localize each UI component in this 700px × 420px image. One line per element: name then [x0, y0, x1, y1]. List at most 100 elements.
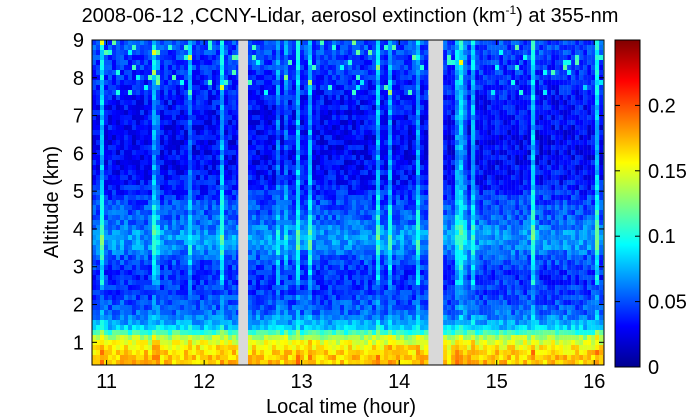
heatmap-cell	[172, 180, 176, 185]
heatmap-cell	[108, 75, 112, 80]
heatmap-cell	[328, 80, 332, 85]
heatmap-cell	[140, 350, 144, 355]
heatmap-cell	[204, 80, 208, 85]
heatmap-cell	[248, 240, 252, 245]
heatmap-cell	[148, 75, 152, 80]
heatmap-cell	[228, 140, 232, 145]
heatmap-cell	[100, 165, 104, 170]
heatmap-cell	[404, 65, 408, 70]
heatmap-cell	[388, 335, 392, 340]
heatmap-cell	[372, 180, 376, 185]
heatmap-cell	[332, 335, 336, 340]
heatmap-cell	[172, 325, 176, 330]
heatmap-cell	[108, 215, 112, 220]
heatmap-cell	[248, 195, 252, 200]
heatmap-cell	[204, 190, 208, 195]
heatmap-cell	[128, 125, 132, 130]
heatmap-cell	[100, 300, 104, 305]
heatmap-cell	[104, 40, 108, 45]
heatmap-cell	[320, 40, 324, 45]
heatmap-cell	[280, 140, 284, 145]
heatmap-cell	[128, 170, 132, 175]
heatmap-cell	[380, 80, 384, 85]
heatmap-cell	[188, 340, 192, 345]
heatmap-cell	[212, 325, 216, 330]
heatmap-cell	[112, 290, 116, 295]
heatmap-cell	[304, 145, 308, 150]
heatmap-cell	[320, 95, 324, 100]
heatmap-cell	[140, 240, 144, 245]
heatmap-cell	[340, 100, 344, 105]
heatmap-cell	[356, 355, 360, 360]
heatmap-cell	[144, 315, 148, 320]
heatmap-cell	[320, 190, 324, 195]
heatmap-cell	[156, 185, 160, 190]
heatmap-cell	[140, 335, 144, 340]
heatmap-cell	[228, 195, 232, 200]
heatmap-cell	[284, 220, 288, 225]
heatmap-cell	[372, 330, 376, 335]
heatmap-cell	[324, 120, 328, 125]
heatmap-cell	[212, 160, 216, 165]
heatmap-cell	[368, 330, 372, 335]
heatmap-cell	[336, 310, 340, 315]
heatmap-cell	[332, 170, 336, 175]
heatmap-cell	[164, 255, 168, 260]
heatmap-cell	[328, 355, 332, 360]
heatmap-cell	[324, 170, 328, 175]
heatmap-cell	[120, 355, 124, 360]
heatmap-cell	[400, 245, 404, 250]
heatmap-cell	[96, 180, 100, 185]
heatmap-cell	[128, 240, 132, 245]
heatmap-cell	[280, 245, 284, 250]
heatmap-cell	[248, 125, 252, 130]
heatmap-cell	[392, 45, 396, 50]
heatmap-cell	[224, 220, 228, 225]
heatmap-cell	[360, 140, 364, 145]
heatmap-cell	[356, 320, 360, 325]
heatmap-cell	[320, 340, 324, 345]
heatmap-cell	[300, 345, 304, 350]
heatmap-cell	[272, 155, 276, 160]
heatmap-cell	[364, 290, 368, 295]
heatmap-cell	[120, 70, 124, 75]
heatmap-cell	[236, 195, 239, 200]
heatmap-cell	[172, 245, 176, 250]
heatmap-cell	[172, 230, 176, 235]
heatmap-cell	[100, 70, 104, 75]
heatmap-cell	[328, 125, 332, 130]
heatmap-cell	[392, 160, 396, 165]
heatmap-cell	[392, 350, 396, 355]
heatmap-cell	[372, 335, 376, 340]
heatmap-cell	[196, 145, 200, 150]
heatmap-cell	[132, 180, 136, 185]
heatmap-cell	[140, 165, 144, 170]
heatmap-cell	[308, 105, 312, 110]
heatmap-cell	[376, 355, 380, 360]
heatmap-cell	[136, 190, 140, 195]
heatmap-cell	[320, 120, 324, 125]
heatmap-cell	[148, 245, 152, 250]
heatmap-cell	[220, 165, 224, 170]
heatmap-cell	[180, 115, 184, 120]
heatmap-cell	[160, 340, 164, 345]
heatmap-cell	[276, 270, 280, 275]
heatmap-cell	[276, 350, 280, 355]
heatmap-cell	[180, 265, 184, 270]
heatmap-cell	[236, 355, 239, 360]
heatmap-cell	[176, 270, 180, 275]
heatmap-cell	[324, 265, 328, 270]
heatmap-cell	[388, 70, 392, 75]
heatmap-cell	[160, 300, 164, 305]
heatmap-cell	[100, 175, 104, 180]
heatmap-cell	[328, 255, 332, 260]
heatmap-cell	[120, 190, 124, 195]
heatmap-cell	[184, 260, 188, 265]
heatmap-cell	[336, 280, 340, 285]
heatmap-cell	[140, 290, 144, 295]
heatmap-cell	[356, 240, 360, 245]
heatmap-cell	[184, 100, 188, 105]
heatmap-cell	[328, 95, 332, 100]
heatmap-cell	[108, 340, 112, 345]
heatmap-cell	[372, 355, 376, 360]
